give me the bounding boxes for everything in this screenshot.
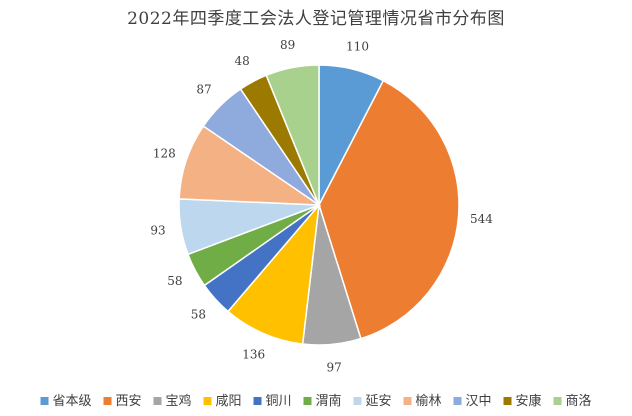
- data-label-5: 58: [191, 308, 206, 322]
- legend-item-10: 安康: [503, 393, 542, 409]
- legend-item-7: 延安: [353, 394, 392, 409]
- data-label-7: 93: [150, 224, 165, 238]
- pie-slice-4: [226, 202, 321, 345]
- legend-label-11: 商洛: [566, 394, 592, 409]
- pie-slice-2: [318, 79, 460, 340]
- legend-swatch-7: [353, 397, 362, 405]
- legend-swatch-11: [553, 397, 562, 405]
- legend-item-6: 渭南: [303, 393, 342, 409]
- chart-title: 2022年四季度工会法人登记管理情况省市分布图: [127, 9, 505, 29]
- legend-swatch-8: [403, 397, 412, 405]
- legend-swatch-9: [453, 397, 462, 405]
- legend-swatch-2: [103, 397, 112, 405]
- legend-swatch-1: [40, 397, 49, 405]
- data-label-8: 128: [153, 147, 176, 161]
- legend-item-1: 省本级: [40, 394, 92, 409]
- legend-swatch-3: [153, 397, 162, 405]
- data-label-4: 136: [242, 347, 265, 361]
- legend-item-11: 商洛: [553, 394, 592, 409]
- legend-label-9: 汉中: [466, 394, 492, 409]
- pie-slices: [178, 64, 460, 346]
- pie-slice-11: [265, 64, 320, 206]
- legend-swatch-5: [253, 397, 262, 405]
- legend-swatch-4: [203, 397, 212, 405]
- legend-item-2: 西安: [103, 394, 142, 409]
- legend-label-2: 西安: [116, 394, 142, 409]
- data-label-1: 110: [346, 40, 369, 54]
- legend: 省本级 西安 宝鸡 咸阳 铜川 渭南 延安 榆林 汉中 安康 商洛: [40, 393, 592, 409]
- data-label-2: 544: [470, 212, 493, 226]
- legend-label-7: 延安: [366, 394, 392, 409]
- data-label-9: 87: [196, 83, 211, 97]
- legend-label-5: 铜川: [266, 394, 292, 409]
- legend-swatch-6: [303, 397, 312, 405]
- legend-item-3: 宝鸡: [153, 393, 192, 409]
- legend-label-3: 宝鸡: [166, 393, 192, 409]
- data-label-11: 89: [280, 38, 295, 52]
- legend-item-4: 咸阳: [203, 394, 242, 409]
- legend-item-8: 榆林: [403, 394, 442, 409]
- legend-label-6: 渭南: [316, 393, 342, 409]
- legend-label-4: 咸阳: [216, 394, 242, 409]
- data-label-3: 97: [327, 360, 342, 374]
- legend-item-9: 汉中: [453, 394, 492, 409]
- data-label-10: 48: [235, 54, 250, 68]
- data-label-6: 58: [167, 274, 182, 288]
- legend-swatch-10: [503, 397, 512, 405]
- data-labels: 110 544 97 136 58 58 93 128 87 48 89: [150, 38, 493, 374]
- legend-label-8: 榆林: [416, 394, 442, 409]
- legend-label-1: 省本级: [53, 394, 92, 409]
- legend-label-10: 安康: [516, 393, 542, 409]
- legend-item-5: 铜川: [253, 394, 292, 409]
